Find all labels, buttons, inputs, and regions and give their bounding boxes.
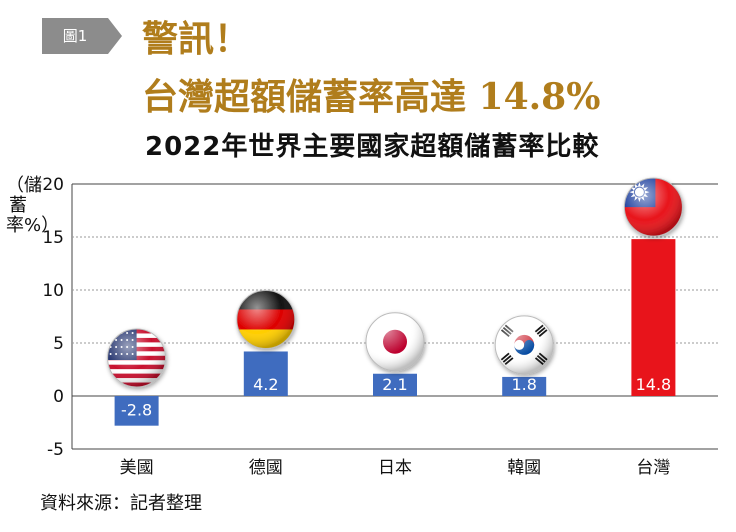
bar <box>114 396 159 426</box>
y-tick-label: 5 <box>53 334 64 354</box>
bar <box>243 351 288 396</box>
y-tick-label: 0 <box>53 387 64 407</box>
data-label: 4.2 <box>253 375 278 394</box>
bar <box>631 239 676 396</box>
figure-tag: 圖1 <box>42 18 122 54</box>
bar <box>502 376 547 396</box>
y-tick-label: -5 <box>47 440 64 460</box>
x-category-label: 德國 <box>249 458 283 478</box>
x-category-label: 韓國 <box>507 458 541 478</box>
korea-flag-icon <box>494 315 554 375</box>
y-tick-label: 10 <box>42 281 64 301</box>
taiwan-flag-icon <box>623 177 683 237</box>
x-category-label: 日本 <box>378 458 412 478</box>
y-tick-label: 15 <box>42 228 64 248</box>
y-tick-label: 20 <box>42 175 64 195</box>
headline-line-1: 警訊！ <box>142 18 251 60</box>
data-label: 14.8 <box>636 375 672 394</box>
germany-flag-icon <box>236 289 296 349</box>
chart-title: 2022年世界主要國家超額儲蓄率比較 <box>145 132 600 162</box>
bar <box>373 373 417 396</box>
japan-flag-icon <box>365 312 425 372</box>
data-label: 2.1 <box>382 375 407 394</box>
x-category-label: 美國 <box>120 458 154 478</box>
us-flag-icon <box>107 328 167 388</box>
data-label: -2.8 <box>121 401 152 420</box>
headline-line-2: 台灣超額儲蓄率高達 14.8% <box>142 76 601 118</box>
source-note: 資料來源：記者整理 <box>40 493 202 514</box>
x-category-label: 台灣 <box>636 458 670 478</box>
data-label: 1.8 <box>511 375 536 394</box>
